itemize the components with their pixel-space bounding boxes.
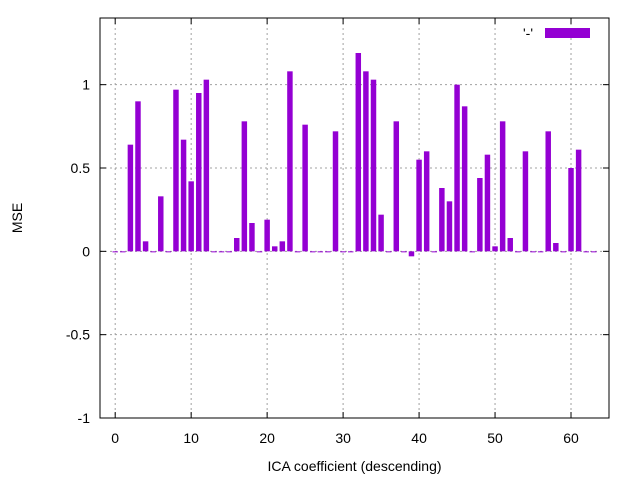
bar — [522, 151, 529, 252]
bar — [294, 251, 301, 253]
bar — [127, 144, 134, 252]
legend: '-' — [523, 25, 590, 41]
bar — [484, 154, 491, 252]
bar — [158, 196, 164, 252]
bar — [112, 251, 118, 253]
bar — [188, 181, 194, 252]
bar — [575, 149, 582, 252]
bar — [477, 178, 483, 252]
bar — [469, 251, 475, 253]
axis-ticks: -1-0.500.510 10 20 30 40 50 60 — [66, 18, 609, 446]
x-axis-title: ICA coefficient (descending) — [267, 458, 441, 474]
y-tick-label: 0 — [82, 243, 90, 259]
bar — [370, 79, 377, 252]
legend-swatch — [545, 28, 590, 38]
x-tick-label: 0 — [111, 430, 119, 446]
bar — [309, 251, 316, 253]
x-tick-label: 20 — [259, 430, 275, 446]
bar — [545, 131, 551, 252]
bar — [196, 93, 202, 252]
bar — [325, 251, 331, 253]
bar — [454, 84, 460, 252]
bar — [332, 131, 339, 252]
bar — [264, 219, 270, 252]
x-tick-label: 50 — [487, 430, 503, 446]
x-tick-label: 60 — [563, 430, 579, 446]
bar — [241, 121, 248, 252]
bar — [560, 251, 567, 253]
bar — [507, 238, 513, 252]
bar — [256, 251, 263, 253]
bar — [408, 251, 415, 257]
legend-label: '-' — [523, 25, 533, 41]
plot-frame — [99, 17, 610, 419]
bar — [591, 251, 597, 253]
bar — [211, 251, 217, 253]
bar — [279, 241, 286, 252]
bar — [340, 251, 346, 253]
bar — [226, 251, 232, 253]
bar — [203, 79, 210, 252]
bar — [347, 251, 354, 253]
bar — [537, 251, 544, 253]
bar — [120, 251, 126, 253]
bar — [499, 121, 506, 252]
bar — [165, 251, 172, 253]
bar — [317, 251, 324, 253]
bar — [272, 246, 278, 252]
y-tick-label: 0.5 — [71, 160, 91, 176]
bar — [385, 251, 392, 253]
bar — [249, 223, 255, 252]
bar — [393, 121, 400, 252]
bar — [302, 124, 308, 252]
y-tick-label: -0.5 — [66, 327, 90, 343]
bar — [583, 251, 589, 253]
y-axis-title: MSE — [9, 203, 25, 233]
bar — [439, 188, 445, 252]
bar — [218, 251, 225, 253]
bar — [150, 251, 156, 253]
bar — [180, 139, 187, 252]
bar — [287, 71, 293, 252]
bar — [423, 151, 430, 252]
bar — [355, 53, 362, 252]
bar — [446, 201, 453, 252]
bar — [401, 251, 407, 253]
bar-series — [112, 53, 597, 257]
x-tick-label: 30 — [335, 430, 351, 446]
y-tick-label: -1 — [78, 410, 91, 426]
x-tick-label: 40 — [411, 430, 427, 446]
bar — [173, 89, 179, 252]
x-tick-label: 10 — [183, 430, 199, 446]
bar — [135, 101, 141, 252]
bar — [515, 251, 521, 253]
bar — [142, 241, 149, 252]
bar — [530, 251, 536, 253]
bar — [492, 246, 498, 252]
bar — [378, 214, 384, 252]
bar — [416, 159, 422, 252]
bar — [234, 238, 240, 252]
bar — [363, 71, 369, 252]
bar — [461, 106, 468, 252]
bar — [553, 243, 559, 252]
y-tick-label: 1 — [82, 77, 90, 93]
bar — [431, 251, 437, 253]
bar — [568, 168, 574, 252]
